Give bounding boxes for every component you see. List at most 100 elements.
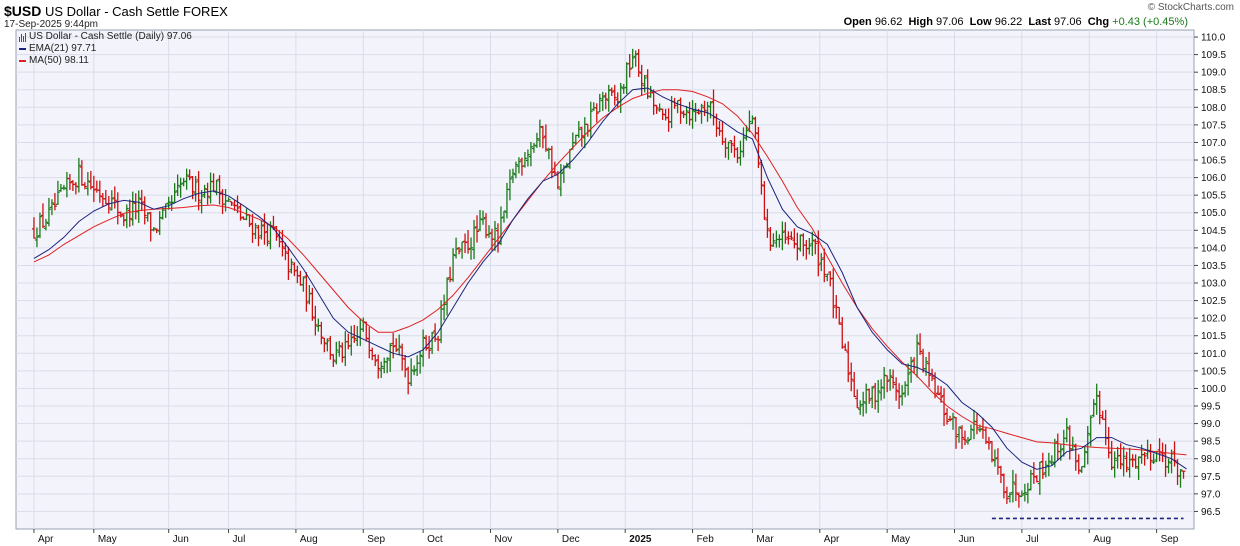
low-label: Low <box>969 16 992 28</box>
ohlc-bar <box>660 108 665 120</box>
ohlc-bar <box>394 338 399 353</box>
ohlc-bar <box>951 412 956 430</box>
ohlc-bar <box>543 124 548 152</box>
ohlc-bar <box>67 173 72 190</box>
ohlc-bar <box>965 437 970 445</box>
y-tick-label: 109.5 <box>1201 50 1226 61</box>
ohlc-bar <box>1097 390 1102 425</box>
symbol-exchange: FOREX <box>183 4 228 19</box>
ohlc-bar <box>262 213 267 245</box>
ohlc-bar <box>897 383 902 409</box>
ohlc-bar <box>46 197 51 227</box>
ohlc-bar <box>1034 475 1039 483</box>
ohlc-bar <box>888 369 893 391</box>
ohlc-bar <box>750 115 755 125</box>
ohlc-bar <box>956 426 961 443</box>
ohlc-bar <box>885 375 890 393</box>
ohlc-bar <box>729 140 734 153</box>
ohlc-bar <box>373 354 378 367</box>
ohlc-bar <box>286 246 291 280</box>
ohlc-bar <box>109 190 114 211</box>
x-tick-label: Dec <box>562 534 580 545</box>
ohlc-bar <box>1022 483 1027 502</box>
ohlc-bar <box>1013 473 1018 502</box>
ohlc-bar <box>998 465 1003 484</box>
ohlc-bar <box>699 103 704 124</box>
price-bars-icon <box>19 32 26 42</box>
ohlc-bar <box>61 184 66 191</box>
ohlc-bar <box>427 335 432 359</box>
ohlc-bar <box>597 93 602 113</box>
ema21-line <box>33 87 1187 470</box>
ohlc-bar <box>1037 461 1042 495</box>
ohlc-bar <box>954 416 959 449</box>
ohlc-bar <box>145 212 150 222</box>
ohlc-bar <box>1058 444 1063 461</box>
ohlc-bar <box>418 351 423 374</box>
ma-swatch <box>19 60 26 62</box>
ohlc-bar <box>630 48 635 69</box>
ohlc-bar <box>256 224 261 247</box>
ohlc-bar <box>825 273 830 282</box>
ohlc-bar <box>959 425 964 449</box>
ohlc-bar <box>552 161 557 175</box>
ohlc-bar <box>322 337 327 353</box>
ohlc-bar <box>472 219 477 260</box>
ohlc-bar <box>1124 451 1129 473</box>
ohlc-bar <box>1142 451 1147 466</box>
ohlc-bar <box>510 168 515 184</box>
y-tick-label: 101.5 <box>1201 331 1226 342</box>
ohlc-bar <box>594 103 599 123</box>
x-tick-label: Sep <box>1161 534 1179 545</box>
ohlc-bar <box>627 54 632 78</box>
ohlc-bar <box>187 169 192 181</box>
y-tick-label: 108.0 <box>1201 103 1226 114</box>
ema-swatch <box>19 48 26 50</box>
ohlc-bar <box>813 238 818 255</box>
ohlc-bar <box>876 379 881 413</box>
high-label: High <box>908 16 933 28</box>
x-tick-label: Jul <box>233 534 246 545</box>
ohlc-bar <box>968 424 973 441</box>
ohlc-bar <box>822 248 827 283</box>
y-tick-label: 107.5 <box>1201 120 1226 131</box>
ohlc-bar <box>780 221 785 251</box>
x-tick-label: Sep <box>367 534 385 545</box>
ohlc-bar <box>253 223 258 240</box>
y-tick-label: 97.5 <box>1201 472 1221 483</box>
ohlc-bar <box>879 379 884 401</box>
ohlc-bar <box>810 231 815 257</box>
ohlc-bar <box>457 247 462 255</box>
y-tick-label: 103.5 <box>1201 261 1226 272</box>
y-tick-label: 100.5 <box>1201 366 1226 377</box>
ohlc-bar <box>513 161 518 179</box>
ohlc-bar <box>301 276 306 292</box>
ohlc-bar <box>130 191 135 226</box>
ohlc-bar <box>1085 426 1090 465</box>
ohlc-bar <box>765 208 770 238</box>
ohlc-bar <box>522 152 527 168</box>
legend-ma-text: MA(50) 98.11 <box>29 55 89 66</box>
ohlc-bar <box>1025 482 1030 504</box>
ohlc-bar <box>1166 458 1171 474</box>
symbol-ticker: $USD <box>4 3 42 19</box>
ohlc-bar <box>1046 452 1051 477</box>
ohlc-bar <box>82 182 87 190</box>
ohlc-bar <box>633 50 638 67</box>
ohlc-bar <box>112 186 117 209</box>
ohlc-bar <box>549 145 554 179</box>
legend-price-text: US Dollar - Cash Settle (Daily) 97.06 <box>29 31 192 42</box>
ohlc-bar <box>900 384 905 406</box>
ohlc-bar <box>849 362 854 392</box>
y-tick-label: 100.0 <box>1201 384 1226 395</box>
watermark: © StockCharts.com <box>1147 2 1234 13</box>
ohlc-bar <box>409 358 414 387</box>
ohlc-bar <box>741 127 746 158</box>
ohlc-bar <box>1082 445 1087 468</box>
ohlc-bar <box>989 440 994 463</box>
ohlc-bar <box>945 408 950 425</box>
x-tick-label: Aug <box>300 534 318 545</box>
ohlc-bar <box>906 363 911 396</box>
